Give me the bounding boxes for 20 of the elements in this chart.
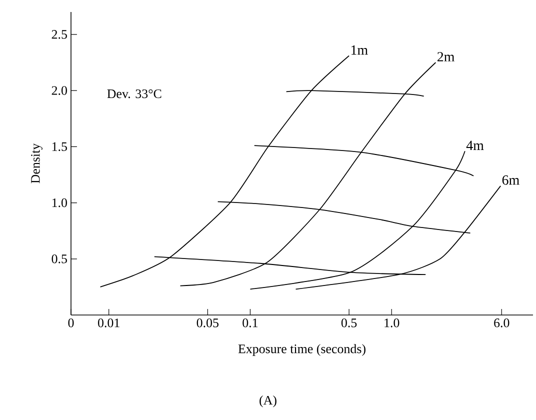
x-tick-label: 0 — [68, 318, 74, 328]
x-axis-title: Exposure time (seconds) — [238, 344, 366, 356]
series-label: 4m — [466, 140, 484, 150]
series-label: 6m — [502, 175, 520, 185]
x-tick-label: 0.05 — [196, 318, 218, 328]
y-tick-label: 0.5 — [52, 254, 67, 264]
y-tick-label: 1.0 — [52, 198, 67, 208]
y-tick-label: 2.0 — [52, 86, 67, 95]
y-tick-label: 1.5 — [52, 142, 67, 152]
y-tick-label: 2.5 — [52, 30, 67, 39]
annotation: Dev. 33°C — [107, 89, 162, 98]
x-tick-label: 6.0 — [494, 318, 510, 328]
text: (A) — [260, 396, 276, 408]
series-label: 2m — [437, 52, 454, 62]
y-axis-title: Density — [31, 143, 42, 184]
series-label: 1m — [351, 45, 368, 55]
x-tick-label: 0.5 — [341, 318, 357, 328]
x-tick-label: 0.1 — [242, 318, 258, 328]
x-tick-label: 0.01 — [98, 318, 120, 328]
x-tick-label: 1.0 — [384, 318, 400, 328]
